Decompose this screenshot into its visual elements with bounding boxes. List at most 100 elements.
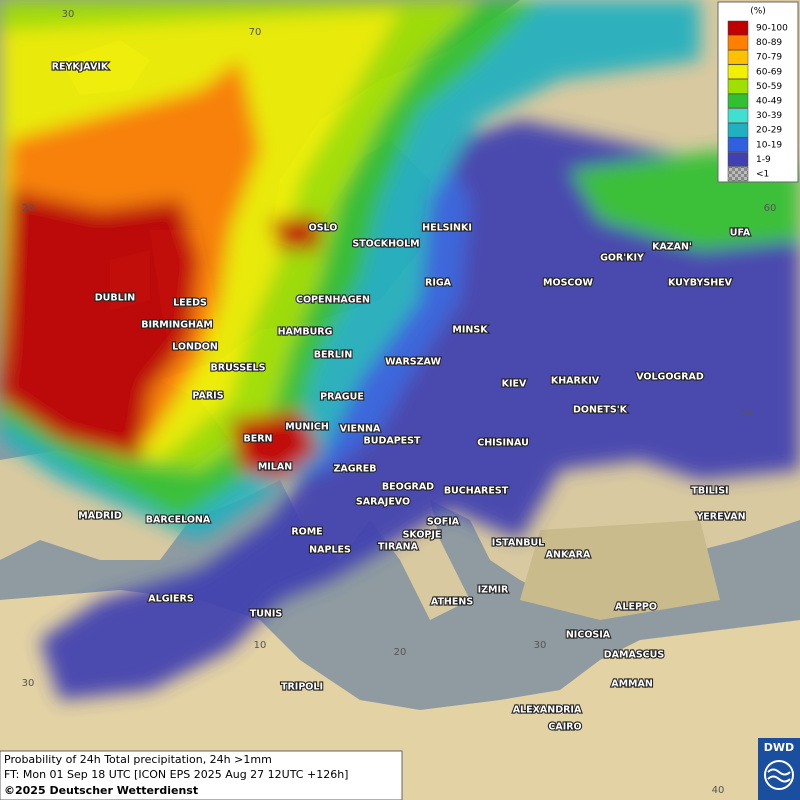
city-label: RIGA — [425, 278, 452, 289]
city-label: UFA — [730, 228, 751, 239]
legend-label: 1-9 — [756, 155, 771, 165]
city-label: MILAN — [258, 462, 292, 473]
city-label: LONDON — [172, 342, 218, 353]
legend-label: 30-39 — [756, 111, 782, 121]
city-label: BERN — [244, 434, 273, 445]
city-label: DONETS'K — [573, 405, 628, 416]
city-label: VIENNA — [340, 424, 381, 435]
legend-swatch — [727, 49, 749, 65]
city-label: TRIPOLI — [281, 682, 323, 693]
city-label: YEREVAN — [695, 512, 745, 523]
city-label: NAPLES — [309, 545, 351, 556]
legend-swatch — [727, 93, 749, 109]
city-label: DUBLIN — [95, 293, 135, 304]
city-label: MOSCOW — [543, 278, 593, 289]
footer-line: Probability of 24h Total precipitation, … — [4, 753, 272, 766]
legend-label: 70-79 — [756, 53, 782, 63]
city-label: BIRMINGHAM — [141, 320, 213, 331]
legend-label: 90-100 — [756, 24, 788, 34]
city-label: TUNIS — [250, 609, 283, 620]
graticule-label: 70 — [249, 27, 262, 38]
city-label: HELSINKI — [422, 223, 472, 234]
legend-title: (%) — [750, 7, 766, 17]
graticule-label: 30 — [534, 640, 547, 651]
city-label: MUNICH — [285, 422, 329, 433]
city-label: IZMIR — [478, 585, 509, 596]
legend-swatch — [727, 166, 749, 182]
city-label: MINSK — [452, 325, 488, 336]
graticule-label: 20 — [22, 203, 35, 214]
city-label: VOLGOGRAD — [636, 372, 704, 383]
city-label: ALGIERS — [148, 594, 194, 605]
legend-label: 60-69 — [756, 67, 782, 77]
graticule-labels: 30 70 60 50 40 20 10 20 30 30 — [22, 9, 777, 796]
city-label: ISTANBUL — [492, 538, 544, 549]
graticule-label: 30 — [22, 678, 35, 689]
city-label: REYKJAVIK — [52, 62, 109, 73]
city-label: TIRANA — [378, 542, 419, 553]
legend-label: 10-19 — [756, 140, 782, 150]
city-label: KAZAN' — [652, 242, 692, 253]
logo-icon — [764, 760, 794, 790]
graticule-label: 50 — [741, 408, 754, 419]
city-label: KUYBYSHEV — [668, 278, 733, 289]
graticule-label: 60 — [764, 203, 777, 214]
city-label: BRUSSELS — [211, 363, 266, 374]
city-label: BUCHAREST — [444, 486, 509, 497]
graticule-label: 30 — [62, 9, 75, 20]
city-label: MADRID — [78, 511, 122, 522]
legend-label: 20-29 — [756, 126, 782, 136]
city-label: BUDAPEST — [364, 436, 421, 447]
graticule-label: 10 — [254, 640, 267, 651]
legend-swatch — [727, 35, 749, 50]
legend-swatch — [727, 20, 749, 36]
city-label: DAMASCUS — [604, 650, 665, 661]
legend-label: <1 — [756, 170, 769, 180]
logo-text: DWD — [764, 741, 794, 754]
city-label: BEOGRAD — [382, 482, 434, 493]
city-label: BERLIN — [314, 350, 353, 361]
city-label: KIEV — [502, 379, 527, 390]
city-label: OSLO — [309, 223, 338, 234]
city-label: LEEDS — [173, 298, 207, 309]
footer-box — [0, 750, 403, 800]
footer-line: FT: Mon 01 Sep 18 UTC [ICON EPS 2025 Aug… — [4, 768, 348, 781]
graticule-label: 20 — [394, 647, 407, 658]
city-label: KHARKIV — [551, 376, 600, 387]
legend-swatch — [727, 137, 749, 153]
city-label: CHISINAU — [477, 438, 529, 449]
legend-label: 40-49 — [756, 97, 782, 107]
city-label: SOFIA — [427, 517, 460, 528]
city-label: GOR'KIY — [600, 253, 644, 264]
city-label: HAMBURG — [278, 327, 333, 338]
legend-swatch — [727, 122, 749, 138]
city-label: WARSZAW — [385, 357, 441, 368]
precipitation-field — [0, 0, 800, 700]
logo: DWD — [758, 738, 800, 800]
city-label: PARIS — [192, 391, 223, 402]
city-label: ALEXANDRIA — [513, 705, 582, 716]
legend-swatch — [727, 108, 749, 123]
city-label: ANKARA — [546, 550, 591, 561]
logo-waves — [767, 768, 791, 783]
city-label: STOCKHOLM — [352, 239, 419, 250]
legend-label: 50-59 — [756, 82, 782, 92]
city-label: SARAJEVO — [356, 497, 410, 508]
legend-swatch — [727, 64, 749, 80]
city-label: ROME — [291, 527, 322, 538]
graticule-label: 40 — [712, 785, 725, 796]
city-label: ZAGREB — [333, 464, 376, 475]
city-label: AMMAN — [611, 679, 653, 690]
city-label: ATHENS — [431, 597, 473, 608]
legend-swatch — [727, 152, 749, 167]
legend-label: 80-89 — [756, 38, 782, 48]
city-label: NICOSIA — [566, 630, 611, 641]
footer-line: ©2025 Deutscher Wetterdienst — [4, 784, 198, 797]
city-label: COPENHAGEN — [296, 295, 370, 306]
city-label: BARCELONA — [146, 515, 211, 526]
city-label: CAIRO — [548, 722, 581, 733]
footer: Probability of 24h Total precipitation, … — [0, 750, 403, 800]
